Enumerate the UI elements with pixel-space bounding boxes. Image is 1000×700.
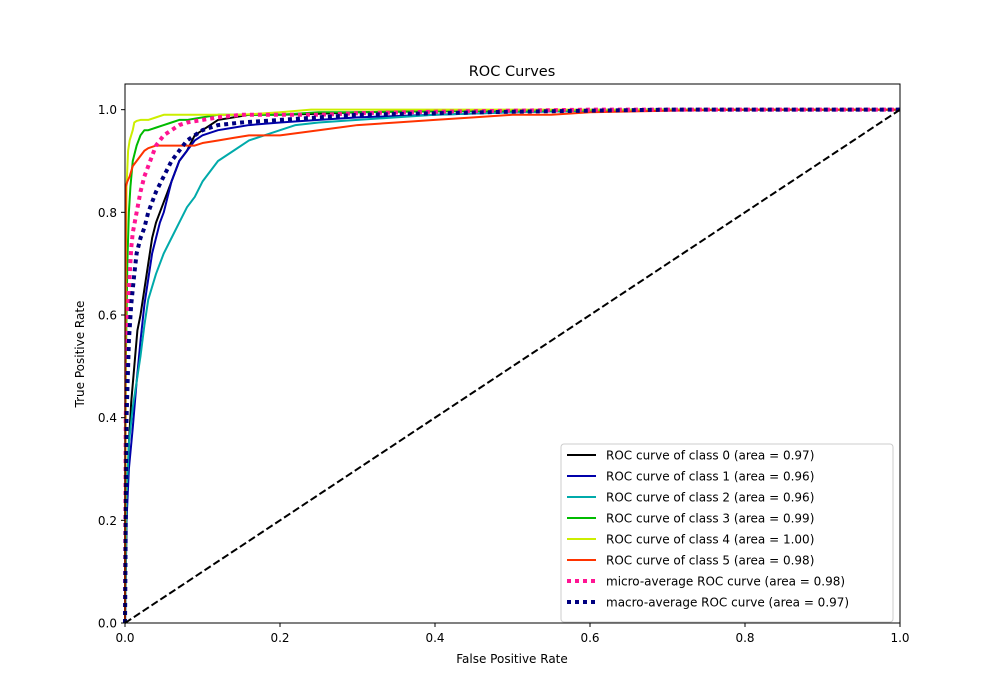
chart-title: ROC Curves <box>469 64 556 80</box>
y-tick-label: 1.0 <box>98 103 117 117</box>
legend-box <box>560 443 894 623</box>
chance-diagonal-line <box>124 108 901 624</box>
legend-label: ROC curve of class 5 (area = 0.98) <box>606 554 814 568</box>
x-tick-label: 0.4 <box>425 631 444 645</box>
x-tick-label: 0.0 <box>115 631 134 645</box>
legend-label: ROC curve of class 1 (area = 0.96) <box>606 470 814 484</box>
legend-label: macro-average ROC curve (area = 0.97) <box>606 596 849 610</box>
y-tick-label: 0.2 <box>98 514 117 528</box>
x-tick-label: 0.8 <box>735 631 754 645</box>
x-axis-label: False Positive Rate <box>456 652 568 666</box>
x-axis-ticks: 0.0 0.2 0.4 0.6 0.8 1.0 <box>115 623 910 645</box>
legend-label: ROC curve of class 3 (area = 0.99) <box>606 512 814 526</box>
plot-frame <box>124 83 901 624</box>
curves-group <box>123 107 901 624</box>
y-axis-ticks: 0.0 0.2 0.4 0.6 0.8 1.0 <box>98 103 125 631</box>
x-tick-label: 0.6 <box>580 631 599 645</box>
roc-series-line-5 <box>124 108 900 624</box>
legend-label: ROC curve of class 2 (area = 0.96) <box>606 491 814 505</box>
legend-label: ROC curve of class 4 (area = 1.00) <box>606 533 814 547</box>
y-tick-label: 0.6 <box>98 309 117 323</box>
y-tick-label: 0.4 <box>98 411 117 425</box>
roc-series-line-7 <box>123 107 900 624</box>
y-tick-label: 0.0 <box>98 617 117 631</box>
legend: ROC curve of class 0 (area = 0.97) ROC cu… <box>560 443 894 623</box>
legend-label: micro-average ROC curve (area = 0.98) <box>606 575 845 589</box>
legend-label: ROC curve of class 0 (area = 0.97) <box>606 449 814 463</box>
y-axis-label: True Positive Rate <box>73 301 87 409</box>
x-tick-label: 0.2 <box>270 631 289 645</box>
x-tick-label: 1.0 <box>890 631 909 645</box>
y-tick-label: 0.8 <box>98 206 117 220</box>
